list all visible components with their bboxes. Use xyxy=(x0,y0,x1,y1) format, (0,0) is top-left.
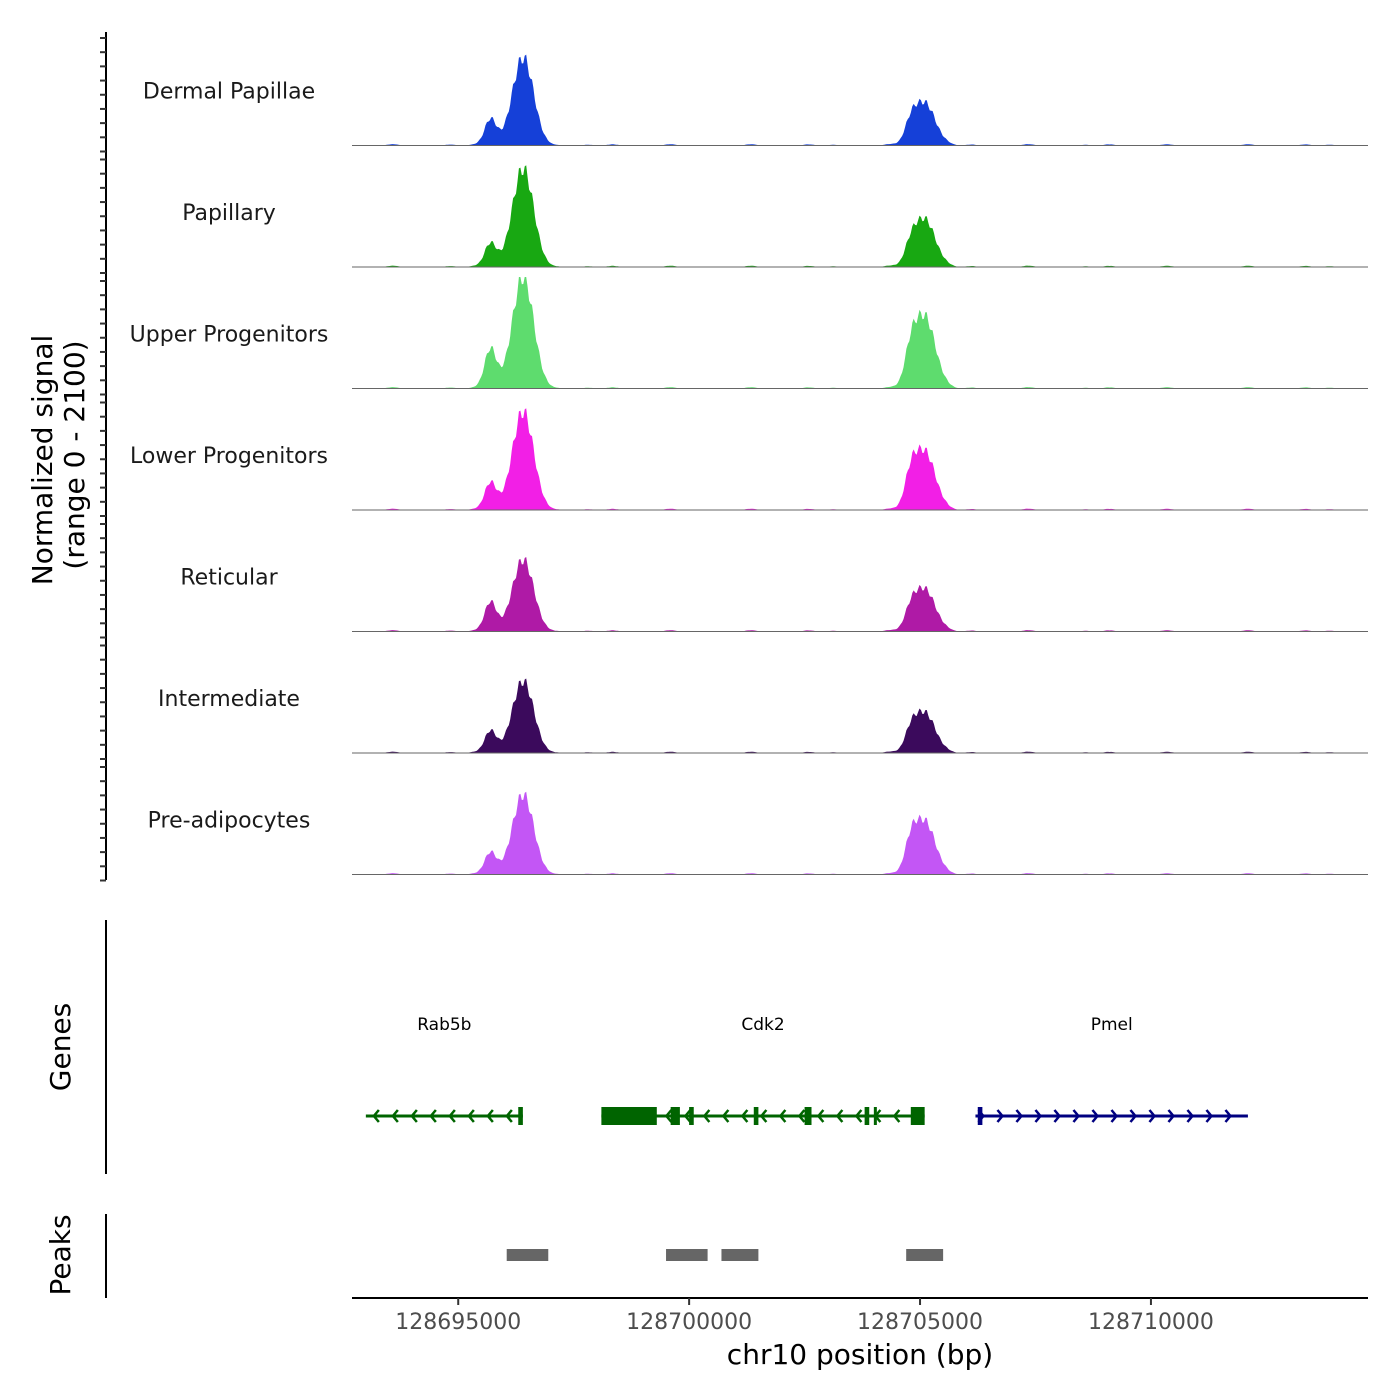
coverage-tracks xyxy=(352,54,1368,875)
track-intermediate xyxy=(352,678,1368,754)
strand-arrow xyxy=(797,1109,806,1123)
track-label: Pre-adipocytes xyxy=(148,809,311,834)
gene-label: Rab5b xyxy=(417,1015,471,1035)
track-papillary xyxy=(352,165,1368,268)
x-axis-title: chr10 position (bp) xyxy=(727,1338,993,1371)
signal-area xyxy=(352,54,1368,146)
signal-area xyxy=(352,277,1368,389)
strand-arrow xyxy=(505,1109,513,1123)
track-lower-progenitors xyxy=(352,408,1368,511)
strand-arrow xyxy=(759,1109,768,1123)
strand-arrow xyxy=(721,1109,730,1123)
strand-arrow xyxy=(1224,1109,1233,1123)
track-label: Lower Progenitors xyxy=(130,444,328,469)
track-label: Dermal Papillae xyxy=(143,80,315,105)
exon xyxy=(518,1107,523,1125)
strand-arrow xyxy=(429,1109,437,1123)
strand-arrow xyxy=(1167,1109,1176,1123)
track-dermal-papillae xyxy=(352,54,1368,146)
gene-label: Cdk2 xyxy=(741,1015,784,1035)
gene-cdk2: Cdk2 xyxy=(601,1015,925,1125)
peak-region xyxy=(721,1249,759,1261)
track-labels: Dermal Papillae Papillary Upper Progenitor… xyxy=(130,80,329,834)
strand-arrow xyxy=(1072,1109,1081,1123)
exon xyxy=(753,1107,759,1125)
strand-arrow xyxy=(1148,1109,1157,1123)
gene-pmel: Pmel xyxy=(975,1015,1248,1125)
exon xyxy=(670,1107,680,1125)
strand-arrow xyxy=(372,1109,380,1123)
signal-area xyxy=(352,165,1368,267)
gene-rab5b: Rab5b xyxy=(365,1015,523,1125)
peak-region xyxy=(506,1249,549,1261)
strand-arrow xyxy=(683,1109,692,1123)
track-reticular xyxy=(352,557,1368,632)
genes-panel: Rab5b Cdk2 Pmel xyxy=(105,920,1248,1174)
strand-arrow xyxy=(1091,1109,1100,1123)
strand-arrow xyxy=(467,1109,475,1123)
x-tick-label: 128705000 xyxy=(857,1310,983,1335)
exon xyxy=(977,1107,983,1125)
x-tick-label: 128695000 xyxy=(395,1310,521,1335)
exon xyxy=(864,1107,870,1125)
strand-arrow xyxy=(702,1109,711,1123)
signal-area xyxy=(352,408,1368,510)
peak-region xyxy=(906,1249,944,1261)
strand-arrow xyxy=(1186,1109,1195,1123)
strand-arrow xyxy=(1205,1109,1214,1123)
signal-area xyxy=(352,557,1368,632)
strand-arrow xyxy=(664,1109,673,1123)
strand-arrow xyxy=(1015,1109,1024,1123)
strand-arrow xyxy=(740,1109,749,1123)
x-tick-label: 128710000 xyxy=(1088,1310,1214,1335)
position-x-axis: 128695000 128700000 128705000 128710000 xyxy=(352,1297,1368,1335)
exon xyxy=(601,1107,657,1125)
track-label: Reticular xyxy=(180,566,278,591)
track-pre-adipocytes xyxy=(352,791,1368,875)
track-label: Papillary xyxy=(182,201,276,226)
strand-arrow xyxy=(854,1109,863,1123)
strand-arrow xyxy=(448,1109,456,1123)
peaks-panel xyxy=(105,1214,944,1298)
peaks-panel-label: Peaks xyxy=(44,1214,77,1295)
strand-arrow xyxy=(996,1109,1005,1123)
strand-arrow xyxy=(391,1109,399,1123)
signal-y-axis xyxy=(100,32,107,882)
strand-arrow xyxy=(778,1109,787,1123)
exon xyxy=(689,1107,694,1125)
strand-arrow xyxy=(410,1109,418,1123)
signal-area xyxy=(352,678,1368,753)
strand-arrow xyxy=(486,1109,494,1123)
y-axis-title: Normalized signal xyxy=(26,335,59,586)
signal-area xyxy=(352,791,1368,875)
strand-arrow xyxy=(1034,1109,1043,1123)
strand-arrow xyxy=(816,1109,825,1123)
exon xyxy=(873,1107,877,1125)
gene-label: Pmel xyxy=(1091,1015,1133,1035)
track-label: Upper Progenitors xyxy=(130,323,329,348)
track-label: Intermediate xyxy=(158,687,300,712)
track-upper-progenitors xyxy=(352,277,1368,389)
y-axis-range-label: (range 0 - 2100) xyxy=(58,340,91,569)
exon xyxy=(804,1107,812,1125)
strand-arrow xyxy=(1110,1109,1119,1123)
strand-arrow xyxy=(1129,1109,1138,1123)
exon xyxy=(910,1107,925,1125)
x-tick-label: 128700000 xyxy=(626,1310,752,1335)
peak-region xyxy=(666,1249,708,1261)
strand-arrow xyxy=(892,1109,901,1123)
strand-arrow xyxy=(835,1109,844,1123)
strand-arrow xyxy=(1053,1109,1062,1123)
genes-panel-label: Genes xyxy=(44,1003,77,1091)
